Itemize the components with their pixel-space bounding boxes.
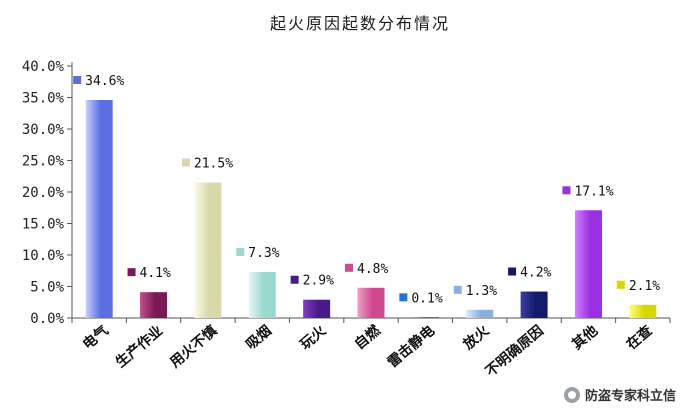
y-tick-label: 5.0%	[30, 280, 64, 296]
bar-10	[574, 210, 602, 318]
bar-11	[629, 304, 657, 318]
x-tick-label: 其他	[569, 322, 601, 353]
data-label-key	[181, 158, 190, 167]
data-label-key	[562, 186, 571, 195]
data-label-key	[399, 293, 408, 302]
data-label-1: 34.6%	[85, 74, 124, 89]
data-label-4: 7.3%	[248, 246, 279, 261]
bars	[85, 100, 657, 319]
data-label-key	[73, 76, 82, 85]
data-label-key	[453, 285, 462, 294]
watermark: 防盗专家科立信	[563, 385, 676, 404]
y-tick-label: 30.0%	[22, 122, 65, 138]
y-tick-label: 15.0%	[22, 217, 65, 233]
data-label-6: 4.8%	[357, 262, 388, 277]
bar-1	[85, 100, 113, 319]
x-tick-label: 玩火	[297, 322, 329, 353]
x-tick-label: 放火	[459, 321, 493, 353]
data-label-key	[345, 263, 353, 272]
data-label-3: 21.5%	[194, 157, 233, 172]
watermark-text: 防盗专家科立信	[584, 389, 676, 404]
y-tick-label: 40.0%	[22, 59, 65, 75]
y-tick-label: 35.0%	[22, 91, 65, 107]
wechat-icon	[563, 386, 580, 403]
data-label-5: 2.9%	[303, 274, 334, 289]
data-label-7: 0.1%	[411, 291, 442, 306]
data-label-key	[127, 268, 136, 277]
bar-4	[248, 272, 276, 318]
x-tick-label: 用火不慎	[167, 322, 221, 371]
bar-2	[140, 292, 168, 318]
data-label-key	[616, 280, 625, 289]
data-label-key	[236, 248, 245, 257]
y-tick-label: 20.0%	[22, 185, 65, 201]
axes: 0.0% 5.0% 10.0% 15.0% 20.0% 25.0% 30.0% 35.0% 40…	[22, 59, 671, 327]
data-label-10: 17.1%	[574, 184, 613, 199]
x-tick-label: 自燃	[351, 321, 384, 353]
data-label-key	[508, 267, 517, 276]
x-tick-label: 吸烟	[243, 323, 275, 353]
data-label-2: 4.1%	[140, 266, 171, 281]
x-tick-label: 雷击静电	[384, 322, 438, 371]
chart-title: 起火原因起数分布情况	[270, 14, 450, 33]
x-tick-label: 电气	[79, 322, 111, 353]
data-label-11: 2.1%	[629, 279, 660, 294]
x-tick-label: 不明确原因	[482, 322, 547, 380]
y-tick-label: 0.0%	[30, 311, 64, 327]
x-tick-label: 生产作业	[112, 322, 166, 371]
bar-7	[411, 317, 439, 318]
data-label-9: 4.2%	[520, 266, 551, 281]
bar-8	[466, 309, 494, 318]
bar-6	[357, 287, 385, 318]
data-labels: 34.6% 4.1% 21.5% 7.3% 2.9% 4.8% 0.1% 1.3% 4.2% 17…	[73, 74, 660, 306]
y-tick-label: 25.0%	[22, 154, 65, 170]
x-tick-label: 在查	[623, 321, 656, 353]
data-label-key	[290, 275, 299, 284]
data-label-8: 1.3%	[466, 284, 497, 299]
bar-5	[303, 299, 331, 318]
bar-3	[194, 182, 222, 318]
y-tick-label: 10.0%	[22, 248, 65, 264]
bar-9	[520, 291, 548, 318]
